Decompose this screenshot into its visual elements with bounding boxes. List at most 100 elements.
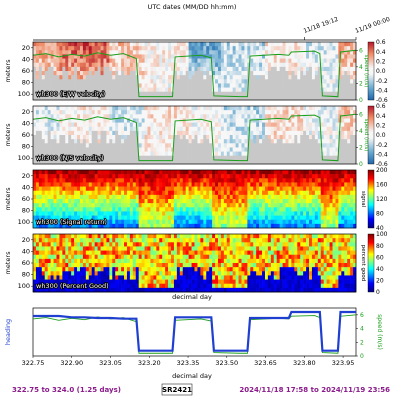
heatmap-cell — [217, 95, 222, 101]
heatmap-cell — [332, 110, 336, 115]
heatmap-cell — [209, 110, 213, 115]
heatmap-cell — [285, 58, 289, 64]
heatmap-cell — [235, 190, 239, 196]
heatmap-cell — [147, 174, 151, 179]
heatmap-cell — [217, 147, 222, 152]
heatmap-cell — [50, 283, 54, 289]
heatmap-cell — [235, 223, 239, 229]
heatmap-cell — [350, 139, 354, 144]
heatmap-cell — [135, 91, 140, 97]
heatmap-cell — [168, 71, 172, 76]
heatmap-cell — [33, 54, 37, 59]
heatmap-cell — [176, 139, 181, 144]
heatmap-cell — [209, 75, 213, 80]
heatmap-cell — [306, 71, 310, 76]
heatmap-cell — [77, 267, 81, 272]
heatmap-cell — [38, 159, 43, 165]
heatmap-cell — [150, 66, 154, 72]
heatmap-cell — [300, 182, 304, 187]
heatmap-cell — [100, 155, 104, 161]
heatmap-cell — [317, 58, 322, 64]
heatmap-cell — [309, 66, 313, 72]
heatmap-cell — [282, 178, 286, 183]
heatmap-cell — [138, 54, 142, 59]
heatmap-cell — [171, 130, 175, 136]
heatmap-cell — [94, 130, 98, 136]
heatmap-cell — [153, 170, 157, 175]
heatmap-cell — [244, 66, 248, 72]
heatmap-cell — [288, 110, 292, 115]
heatmap-cell — [33, 159, 37, 165]
heatmap-cell — [303, 199, 307, 204]
heatmap-cell — [79, 194, 84, 200]
heatmap-cell — [138, 178, 142, 183]
heatmap-cell — [323, 91, 327, 97]
heatmap-cell — [344, 147, 348, 152]
heatmap-cell — [65, 258, 69, 264]
heatmap-cell — [156, 66, 160, 72]
heatmap-cell — [129, 151, 134, 157]
heatmap-cell — [241, 91, 245, 97]
heatmap-cell — [311, 139, 316, 144]
heatmap-cell — [329, 66, 333, 72]
heatmap-cell — [35, 118, 40, 123]
heatmap-cell — [182, 203, 186, 208]
heatmap-cell — [253, 151, 257, 157]
heatmap-cell — [65, 135, 69, 140]
heatmap-cell — [267, 178, 272, 183]
heatmap-cell — [38, 207, 43, 212]
heatmap-cell — [103, 139, 107, 144]
heatmap-cell — [168, 66, 172, 72]
heatmap-cell — [41, 254, 46, 260]
heatmap-cell — [297, 71, 301, 76]
heatmap-cell — [194, 79, 198, 84]
heatmap-cell — [253, 83, 257, 88]
heatmap-cell — [115, 223, 119, 229]
heatmap-cell — [273, 91, 278, 97]
heatmap-cell — [185, 118, 189, 123]
heatmap-cell — [141, 95, 145, 101]
heatmap-cell — [100, 182, 104, 187]
heatmap-cell — [97, 106, 101, 111]
heatmap-cell — [212, 170, 216, 175]
heatmap-cell — [311, 203, 316, 208]
heatmap-cell — [232, 211, 236, 216]
heatmap-cell — [344, 151, 348, 157]
heatmap-cell — [288, 114, 292, 119]
heatmap-cell — [291, 62, 295, 68]
heatmap-cell — [294, 159, 298, 165]
heatmap-cell — [294, 79, 298, 84]
heatmap-cell — [344, 75, 348, 80]
heatmap-cell — [71, 46, 75, 51]
heatmap-cell — [215, 151, 219, 157]
heatmap-cell — [185, 42, 189, 47]
heatmap-cell — [126, 155, 131, 161]
heatmap-cell — [124, 219, 128, 225]
heatmap-cell — [50, 242, 54, 247]
heatmap-cell — [41, 143, 46, 148]
heatmap-cell — [173, 42, 178, 47]
heatmap-cell — [264, 194, 269, 200]
heatmap-cell — [250, 79, 254, 84]
heatmap-cell — [147, 219, 151, 225]
heatmap-cell — [212, 186, 216, 192]
heatmap-cell — [226, 203, 231, 208]
heatmap-cell — [138, 87, 142, 93]
heatmap-cell — [200, 91, 204, 97]
heatmap-cell — [332, 126, 336, 132]
heatmap-cell — [88, 250, 93, 256]
heatmap-cell — [317, 139, 322, 144]
heatmap-cell — [326, 143, 330, 148]
heatmap-cell — [253, 42, 257, 47]
heatmap-cell — [347, 75, 351, 80]
heatmap-cell — [124, 54, 128, 59]
heatmap-cell — [300, 190, 304, 196]
heatmap-cell — [56, 106, 60, 111]
heatmap-cell — [332, 71, 336, 76]
heatmap-cell — [323, 62, 327, 68]
heatmap-cell — [270, 174, 275, 179]
heatmap-cell — [144, 223, 148, 229]
heatmap-cell — [303, 95, 307, 101]
heatmap-cell — [141, 75, 145, 80]
